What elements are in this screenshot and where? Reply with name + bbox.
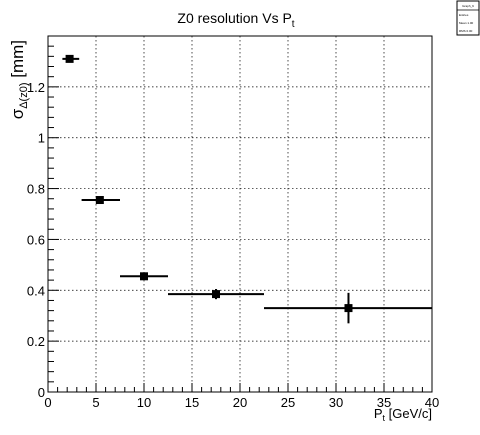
y-tick-label: 0.4 — [27, 283, 45, 298]
y-axis: 00.20.40.60.811.2 — [27, 46, 59, 400]
x-tick-label: 5 — [92, 395, 99, 410]
point-marker — [96, 196, 104, 204]
x-axis-label-unit: [GeV/c] — [385, 406, 432, 421]
x-tick-label: 30 — [329, 395, 343, 410]
y-tick-label: 0.6 — [27, 232, 45, 247]
y-axis-label-unit: [mm] — [8, 40, 27, 83]
chart-title-sub: t — [292, 19, 295, 30]
x-tick-label: 0 — [44, 395, 51, 410]
stats-box: Graph_9 Entries Mean 1.00 RMS 0.00 — [457, 1, 479, 35]
stats-box-line-1: Entries — [459, 13, 469, 17]
data-series — [62, 55, 432, 323]
data-point — [82, 196, 120, 204]
y-axis-label: σΔ(z0) [mm] — [8, 40, 30, 119]
stats-box-line-2: Mean 1.00 — [459, 21, 474, 25]
point-marker — [66, 55, 74, 63]
x-tick-label: 25 — [281, 395, 295, 410]
x-tick-label: 20 — [233, 395, 247, 410]
y-tick-label: 0.2 — [27, 334, 45, 349]
data-point — [62, 55, 79, 63]
stats-box-line-3: RMS 0.00 — [459, 29, 473, 33]
y-tick-label: 1 — [38, 131, 45, 146]
point-marker — [212, 290, 220, 298]
data-point — [120, 272, 168, 280]
y-tick-label: 0.8 — [27, 182, 45, 197]
x-tick-label: 10 — [137, 395, 151, 410]
y-tick-label: 0 — [38, 385, 45, 400]
chart-title: Z0 resolution Vs Pt — [177, 10, 294, 30]
chart-title-main: Z0 resolution Vs P — [177, 10, 291, 26]
x-tick-label: 15 — [185, 395, 199, 410]
data-point — [264, 293, 432, 324]
data-point — [168, 289, 264, 299]
grid-lines — [48, 36, 432, 392]
y-axis-label-sub: Δ(z0) — [18, 83, 30, 109]
x-axis-label-main: P — [374, 406, 383, 421]
point-marker — [140, 272, 148, 280]
y-axis-label-main: σ — [8, 108, 27, 119]
stats-box-title: Graph_9 — [462, 4, 474, 8]
point-marker — [344, 304, 352, 312]
